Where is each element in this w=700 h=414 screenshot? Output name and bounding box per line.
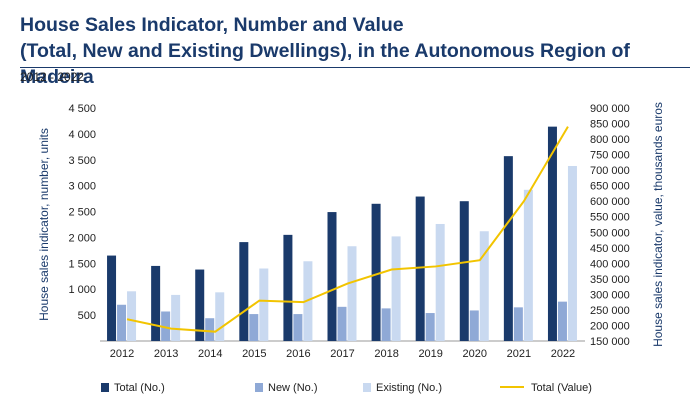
- bar-new: [381, 308, 391, 341]
- y-axis-title: House sales indicator, number, units: [37, 128, 51, 321]
- bar-new: [425, 313, 435, 341]
- y-tick-label: 500: [78, 310, 96, 322]
- bar-existing: [127, 291, 137, 341]
- y2-axis-title: House sales indicator, value, thousands …: [651, 102, 665, 347]
- y2-tick-label: 150 000: [590, 336, 630, 348]
- line-total-value: [126, 126, 569, 333]
- bar-total: [547, 126, 557, 341]
- x-tick-label: 2016: [286, 348, 310, 360]
- chart-title: House Sales Indicator, Number and Value …: [20, 12, 690, 90]
- bar-existing: [479, 231, 489, 341]
- bar-new: [293, 314, 303, 341]
- bar-total: [415, 196, 425, 341]
- bar-existing: [435, 223, 445, 341]
- bar-new: [469, 310, 479, 341]
- y2-tick-label: 800 000: [590, 134, 630, 146]
- x-tick-label: 2014: [198, 348, 222, 360]
- bar-total: [283, 234, 293, 341]
- bar-existing: [171, 294, 181, 341]
- y2-tick-label: 850 000: [590, 119, 630, 131]
- bar-new: [557, 301, 567, 341]
- y-tick-label: 2 000: [68, 232, 96, 244]
- bar-total: [327, 212, 337, 341]
- chart-title-line-2: (Total, New and Existing Dwellings), in …: [20, 40, 630, 88]
- bar-total: [195, 269, 205, 341]
- bar-existing: [391, 236, 401, 341]
- x-tick-label: 2013: [154, 348, 178, 360]
- bar-new: [337, 306, 347, 341]
- bar-total: [151, 265, 161, 341]
- x-tick-label: 2022: [551, 348, 575, 360]
- y2-tick-label: 200 000: [590, 320, 630, 332]
- y-tick-label: 1 000: [68, 284, 96, 296]
- bar-existing: [259, 268, 269, 341]
- y-tick-label: 3 000: [68, 181, 96, 193]
- y-tick-label: 1 500: [68, 258, 96, 270]
- y2-tick-label: 400 000: [590, 258, 630, 270]
- x-tick-label: 2017: [330, 348, 354, 360]
- y-tick-label: 3 500: [68, 155, 96, 167]
- y2-tick-label: 600 000: [590, 196, 630, 208]
- bar-new: [249, 314, 259, 341]
- title-divider: [20, 67, 690, 68]
- y-tick-label: 4 500: [68, 103, 96, 115]
- y2-tick-label: 550 000: [590, 212, 630, 224]
- chart-title-line-1: House Sales Indicator, Number and Value: [20, 14, 404, 36]
- bar-total: [239, 242, 249, 341]
- y-tick-label: 2 500: [68, 207, 96, 219]
- x-tick-label: 2015: [242, 348, 266, 360]
- y2-tick-label: 700 000: [590, 165, 630, 177]
- legend-swatch: [101, 383, 109, 392]
- legend-label: Total (Value): [531, 382, 592, 394]
- y2-tick-label: 250 000: [590, 305, 630, 317]
- y-tick-label: 4 000: [68, 129, 96, 141]
- y2-tick-label: 300 000: [590, 289, 630, 301]
- legend-swatch: [363, 383, 371, 392]
- legend-label: Existing (No.): [376, 382, 442, 394]
- legend-swatch: [255, 383, 263, 392]
- legend-label: New (No.): [268, 382, 318, 394]
- x-tick-label: 2021: [507, 348, 531, 360]
- y2-tick-label: 900 000: [590, 103, 630, 115]
- bar-total: [107, 255, 117, 341]
- y2-tick-label: 750 000: [590, 150, 630, 162]
- x-tick-label: 2018: [374, 348, 398, 360]
- bar-total: [503, 156, 513, 341]
- bar-new: [205, 318, 215, 341]
- bar-new: [513, 307, 523, 341]
- bar-new: [117, 304, 127, 341]
- bar-existing: [567, 165, 577, 341]
- bar-new: [161, 311, 171, 341]
- bar-total: [459, 201, 469, 341]
- y2-tick-label: 350 000: [590, 274, 630, 286]
- x-tick-label: 2019: [418, 348, 442, 360]
- bar-existing: [215, 292, 225, 341]
- legend-label: Total (No.): [114, 382, 165, 394]
- bar-existing: [347, 246, 357, 341]
- y2-tick-label: 500 000: [590, 227, 630, 239]
- y2-tick-label: 450 000: [590, 243, 630, 255]
- y2-tick-label: 650 000: [590, 181, 630, 193]
- x-tick-label: 2020: [463, 348, 487, 360]
- chart-subtitle: 2012 - 2022: [20, 70, 85, 84]
- bar-total: [371, 203, 381, 341]
- x-tick-label: 2012: [110, 348, 134, 360]
- bar-existing: [523, 189, 533, 341]
